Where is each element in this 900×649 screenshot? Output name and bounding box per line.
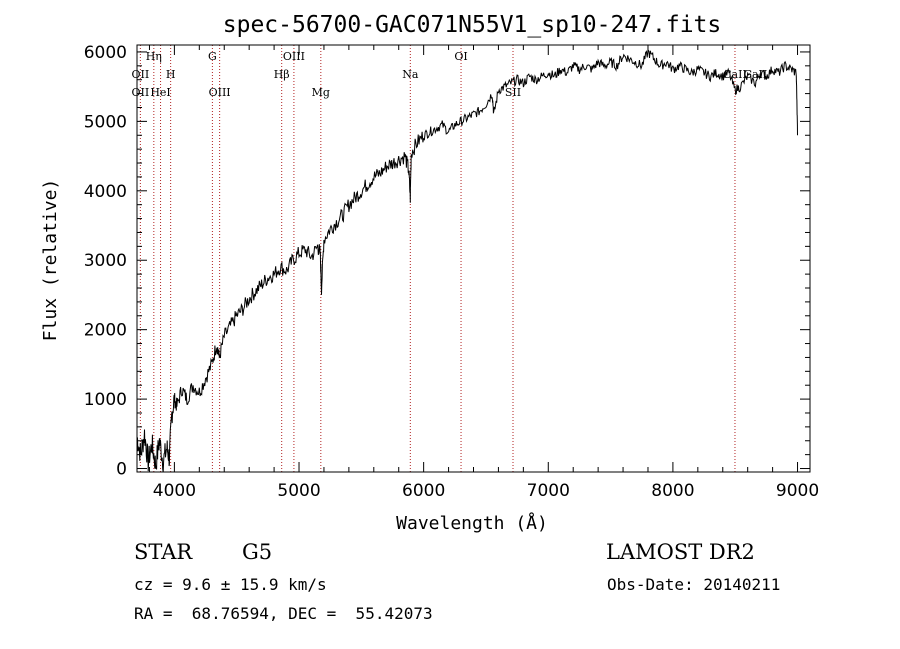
- line-label-10: Na: [402, 68, 419, 81]
- y-tick-label-4: 4000: [84, 182, 127, 202]
- x-tick-label-4: 8000: [651, 481, 694, 501]
- y-tick-label-5: 5000: [84, 112, 127, 132]
- redshift-info: cz = 9.6 ± 15.9 km/s: [134, 575, 327, 594]
- x-tick-label-3: 7000: [527, 481, 570, 501]
- observation-date: Obs-Date: 20140211: [607, 575, 781, 594]
- x-tick-label-0: 4000: [153, 481, 196, 501]
- x-axis-ticks: 4000 5000 6000 7000 8000 9000: [148, 45, 819, 501]
- spectrum-line: [136, 48, 798, 473]
- coordinates: RA = 68.76594, DEC = 55.42073: [134, 604, 433, 623]
- plot-frame: [136, 44, 811, 473]
- x-tick-label-1: 5000: [277, 481, 320, 501]
- y-tick-label-0: 0: [116, 460, 127, 480]
- y-tick-label-2: 2000: [84, 321, 127, 341]
- line-label-0: OII: [132, 86, 150, 99]
- spectral-marker-lines: [139, 45, 736, 472]
- y-axis-ticks: 0 1000 2000 3000 4000 5000 6000: [84, 43, 810, 480]
- x-tick-label-5: 9000: [776, 481, 819, 501]
- chart-title: spec-56700-GAC071N55V1_sp10-247.fits: [223, 12, 722, 38]
- x-axis-label: Wavelength (Å): [396, 512, 548, 534]
- object-class: STAR: [134, 540, 193, 564]
- survey-name: LAMOST DR2: [606, 540, 755, 564]
- x-tick-label-2: 6000: [402, 481, 445, 501]
- line-label-7: OIII: [283, 50, 305, 63]
- y-axis-label: Flux (relative): [40, 179, 61, 342]
- line-label-8: Hβ: [274, 68, 290, 81]
- line-label-1: Hη: [146, 50, 162, 63]
- line-label-11: OI: [454, 50, 467, 63]
- line-label-6: OIII: [209, 86, 231, 99]
- line-label-12: SII: [505, 86, 521, 99]
- y-tick-label-1: 1000: [84, 390, 127, 410]
- y-tick-label-3: 3000: [84, 251, 127, 271]
- line-label-3: HeI: [150, 86, 170, 99]
- line-label-2: OII: [132, 68, 150, 81]
- y-tick-label-6: 6000: [84, 43, 127, 63]
- object-subclass: G5: [242, 540, 273, 564]
- line-label-4: H: [166, 68, 176, 81]
- line-label-5: G: [208, 50, 217, 63]
- line-label-9: Mg: [312, 86, 330, 99]
